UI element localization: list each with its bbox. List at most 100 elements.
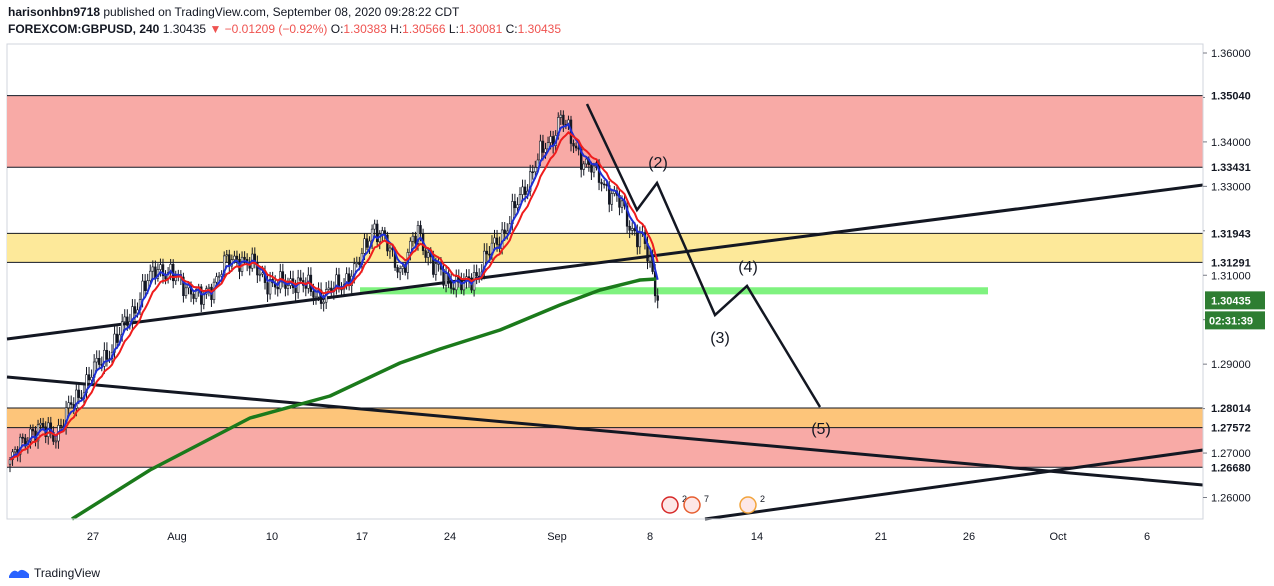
candle-body [625,205,629,227]
candle-body [133,306,137,314]
candle-body [31,428,35,432]
candle-body [610,193,614,205]
tradingview-footer[interactable]: TradingView [8,566,100,580]
candle-body [656,295,659,301]
x-tick-label: Oct [1049,531,1066,543]
candle-body [322,301,325,304]
candle-body [225,254,228,257]
candle-body [87,374,91,381]
candle-body [314,296,318,299]
candle-body [513,201,517,209]
wave-label: (2) [648,155,668,172]
candle-body [98,357,101,365]
candle-body [192,293,195,299]
low-label: L: [448,22,459,36]
candles[interactable] [8,110,659,473]
ma-red-line[interactable] [9,131,659,461]
x-tick-label: 21 [875,531,887,543]
current-price-tag[interactable] [1205,291,1265,310]
candle-body [506,230,509,234]
y-tick-label: 1.29000 [1211,359,1251,371]
open-label: O: [330,22,344,36]
level-tag-label: 1.35040 [1211,91,1251,103]
red-zone-top[interactable] [7,95,1203,168]
candle-body [602,183,606,186]
event-count: 7 [704,494,709,504]
y-tick-label: 1.36000 [1211,48,1251,60]
wave-label: (3) [710,330,730,347]
tradingview-logo-icon [9,569,29,578]
level-tag-bg [1205,253,1265,272]
publisher-text: published on TradingView.com, September … [103,5,460,19]
candle-body [460,279,463,291]
y-tick-label: 1.31000 [1211,270,1251,282]
support-band[interactable] [360,287,988,295]
candle-body [434,263,438,275]
event-flag-icon[interactable] [739,496,757,514]
close-label: C: [505,22,518,36]
candle-body [401,266,404,269]
candle-body [194,289,198,299]
chart-header: harisonhbn9718 published on TradingView.… [8,4,561,38]
orange-zone[interactable] [7,408,1203,428]
candle-body [539,140,542,161]
candle-body [312,291,315,298]
candle-body [243,256,246,260]
candle-body [207,286,211,289]
wave-projection[interactable] [585,103,822,408]
yellow-zone[interactable] [7,233,1203,263]
falling-trendline[interactable] [6,375,1204,487]
candle-body [411,235,415,242]
candle-body [381,230,384,235]
price-axis[interactable] [1203,44,1270,519]
close-value: 1.30435 [517,22,562,36]
x-tick-label: 8 [647,531,653,543]
candle-body [258,273,262,276]
level-tag-bg [1205,418,1265,437]
candle-body [375,223,379,243]
candle-body [268,279,272,295]
candle-body [419,225,422,235]
candle-body [424,250,427,258]
candle-body [299,277,302,281]
candle-body [143,280,147,291]
red-zone-bottom[interactable] [7,427,1203,468]
level-tag-label: 1.27572 [1211,423,1251,435]
candle-body [103,349,106,367]
candle-body [202,293,205,305]
lower-rising-trendline[interactable] [704,448,1204,521]
candle-body [327,287,330,290]
rising-trendline[interactable] [6,183,1204,341]
candle-body [233,255,236,260]
candle-body [13,449,17,453]
candle-body [358,262,361,265]
candle-body [95,357,98,363]
candle-body [141,280,144,300]
wave-label: (4) [738,259,758,276]
event-flag-icon[interactable] [661,496,679,514]
candle-body [534,167,537,173]
candle-body [286,285,290,289]
symbol-label[interactable]: FOREXCOM:GBPUSD, 240 [8,22,160,36]
candle-body [426,252,430,258]
x-tick-label: 10 [266,531,278,543]
x-tick-label: Aug [167,531,187,543]
candle-body [585,158,588,165]
candle-body [21,436,24,439]
candle-body [373,223,376,230]
candle-body [184,287,188,297]
price-change: ▼ −0.01209 (−0.92%) [209,22,328,36]
y-tick-label: 1.34000 [1211,137,1251,149]
candle-body [414,235,417,244]
candle-body [59,425,63,427]
candle-body [151,266,154,272]
candle-body [294,287,297,293]
publisher-user[interactable]: harisonhbn9718 [8,5,101,19]
ma-green-line[interactable] [71,277,657,521]
event-flag-icon[interactable] [683,496,701,514]
candle-body [648,256,652,262]
candle-body [266,282,269,295]
high-value: 1.30566 [402,22,446,36]
level-tag-bg [1205,224,1265,243]
